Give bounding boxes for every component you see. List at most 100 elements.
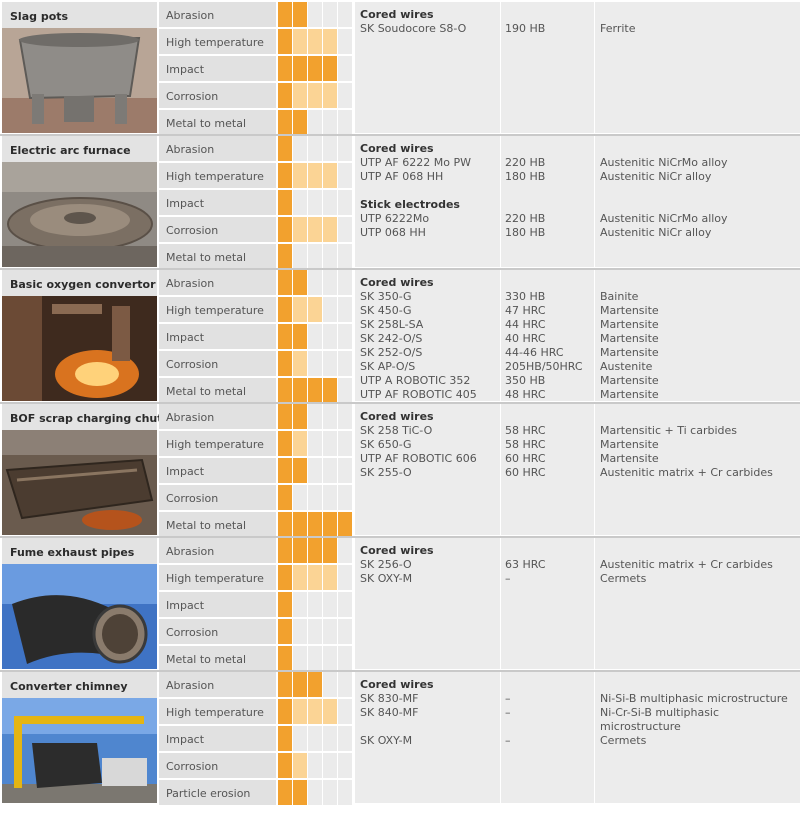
rating-cell bbox=[323, 297, 337, 322]
rating-cell bbox=[308, 378, 322, 403]
hardness-value: 220 HB bbox=[505, 212, 546, 225]
rating-cell bbox=[338, 83, 352, 108]
rating-cell bbox=[323, 753, 337, 778]
product-name: SK 258 TiC-O bbox=[360, 424, 433, 437]
rating-cell bbox=[308, 431, 322, 456]
product-name: SK OXY-M bbox=[360, 572, 413, 585]
rating-cell bbox=[293, 619, 307, 644]
rating-cell bbox=[338, 512, 352, 537]
rating-cell bbox=[278, 431, 292, 456]
microstructure-value: Ferrite bbox=[600, 22, 636, 35]
rating-cell bbox=[323, 458, 337, 483]
wear-factor-row: Corrosion bbox=[159, 619, 276, 644]
rating-cell bbox=[293, 458, 307, 483]
rating-cell bbox=[323, 2, 337, 27]
rating-cell bbox=[338, 190, 352, 215]
wear-factor-row: Metal to metal bbox=[159, 110, 276, 135]
electric-arc-furnace-photo bbox=[2, 162, 157, 267]
rating-cell bbox=[338, 538, 352, 563]
section-divider bbox=[0, 536, 800, 538]
rating-cell bbox=[293, 780, 307, 805]
wear-factor-row: Abrasion bbox=[159, 538, 276, 563]
rating-cell bbox=[278, 110, 292, 135]
wear-factor-label: Abrasion bbox=[166, 411, 215, 424]
wear-factor-label: Abrasion bbox=[166, 545, 215, 558]
wear-factor-label: Abrasion bbox=[166, 143, 215, 156]
hardness-value: 180 HB bbox=[505, 170, 546, 183]
rating-cell bbox=[338, 29, 352, 54]
wear-factor-row: Impact bbox=[159, 592, 276, 617]
rating-cell bbox=[278, 458, 292, 483]
wear-factor-label: Abrasion bbox=[166, 9, 215, 22]
wear-factor-row: Corrosion bbox=[159, 753, 276, 778]
product-info-panel bbox=[355, 404, 800, 535]
rating-cell bbox=[278, 136, 292, 161]
rating-cell bbox=[323, 699, 337, 724]
wear-factor-row: Corrosion bbox=[159, 351, 276, 376]
wear-factor-row: Impact bbox=[159, 324, 276, 349]
fume-exhaust-pipes-photo-illustration bbox=[2, 564, 157, 669]
converter-chimney-photo bbox=[2, 698, 157, 803]
rating-cell bbox=[293, 29, 307, 54]
column-divider bbox=[500, 538, 501, 669]
hardness-value: 190 HB bbox=[505, 22, 546, 35]
rating-cell bbox=[278, 163, 292, 188]
column-divider bbox=[500, 672, 501, 803]
rating-cell bbox=[323, 485, 337, 510]
hardness-value: – bbox=[505, 572, 511, 585]
rating-cell bbox=[293, 56, 307, 81]
rating-cell bbox=[278, 619, 292, 644]
rating-cell bbox=[278, 29, 292, 54]
rating-cell bbox=[323, 217, 337, 242]
wear-factor-label: Corrosion bbox=[166, 90, 219, 103]
wear-factor-label: Corrosion bbox=[166, 626, 219, 639]
section-title-bar: Slag pots bbox=[2, 2, 157, 28]
converter-chimney-photo-illustration bbox=[2, 698, 157, 803]
wear-factor-row: Abrasion bbox=[159, 672, 276, 697]
rating-cell bbox=[278, 404, 292, 429]
wear-factor-label: High temperature bbox=[166, 572, 264, 585]
hardness-value: 48 HRC bbox=[505, 388, 546, 401]
rating-cell bbox=[293, 672, 307, 697]
rating-cell bbox=[308, 458, 322, 483]
wear-factor-label: Impact bbox=[166, 733, 205, 746]
process-heading: Cored wires bbox=[360, 142, 434, 155]
column-divider bbox=[500, 2, 501, 133]
rating-cell bbox=[308, 297, 322, 322]
product-name: SK OXY-M bbox=[360, 734, 413, 747]
rating-cell bbox=[338, 672, 352, 697]
rating-cell bbox=[338, 2, 352, 27]
rating-cell bbox=[293, 136, 307, 161]
wear-factor-label: Impact bbox=[166, 599, 205, 612]
rating-cell bbox=[308, 672, 322, 697]
wear-factor-label: High temperature bbox=[166, 304, 264, 317]
microstructure-value: Martensite bbox=[600, 452, 659, 465]
column-divider bbox=[594, 2, 595, 133]
wear-factor-row: Abrasion bbox=[159, 136, 276, 161]
application-section: Basic oxygen convertor Abrasion High tempe… bbox=[0, 268, 800, 403]
rating-cell bbox=[338, 163, 352, 188]
wear-factor-row: High temperature bbox=[159, 431, 276, 456]
rating-cell bbox=[323, 431, 337, 456]
rating-cell bbox=[293, 726, 307, 751]
section-title-bar: Converter chimney bbox=[2, 672, 157, 698]
product-name: SK 650-G bbox=[360, 438, 412, 451]
wear-factor-row: High temperature bbox=[159, 29, 276, 54]
rating-cell bbox=[308, 83, 322, 108]
wear-factor-row: Abrasion bbox=[159, 404, 276, 429]
rating-cell bbox=[323, 672, 337, 697]
electric-arc-furnace-photo-illustration bbox=[2, 162, 157, 267]
rating-cell bbox=[278, 699, 292, 724]
wear-factor-row: Corrosion bbox=[159, 83, 276, 108]
rating-cell bbox=[308, 404, 322, 429]
section-title-bar: BOF scrap charging chute bbox=[2, 404, 170, 430]
rating-cell bbox=[293, 646, 307, 671]
wear-factor-row: High temperature bbox=[159, 297, 276, 322]
rating-cell bbox=[338, 56, 352, 81]
microstructure-value: Cermets bbox=[600, 572, 647, 585]
section-title: Converter chimney bbox=[10, 680, 128, 693]
process-heading: Cored wires bbox=[360, 410, 434, 423]
wear-factor-row: Impact bbox=[159, 190, 276, 215]
rating-cell bbox=[278, 190, 292, 215]
